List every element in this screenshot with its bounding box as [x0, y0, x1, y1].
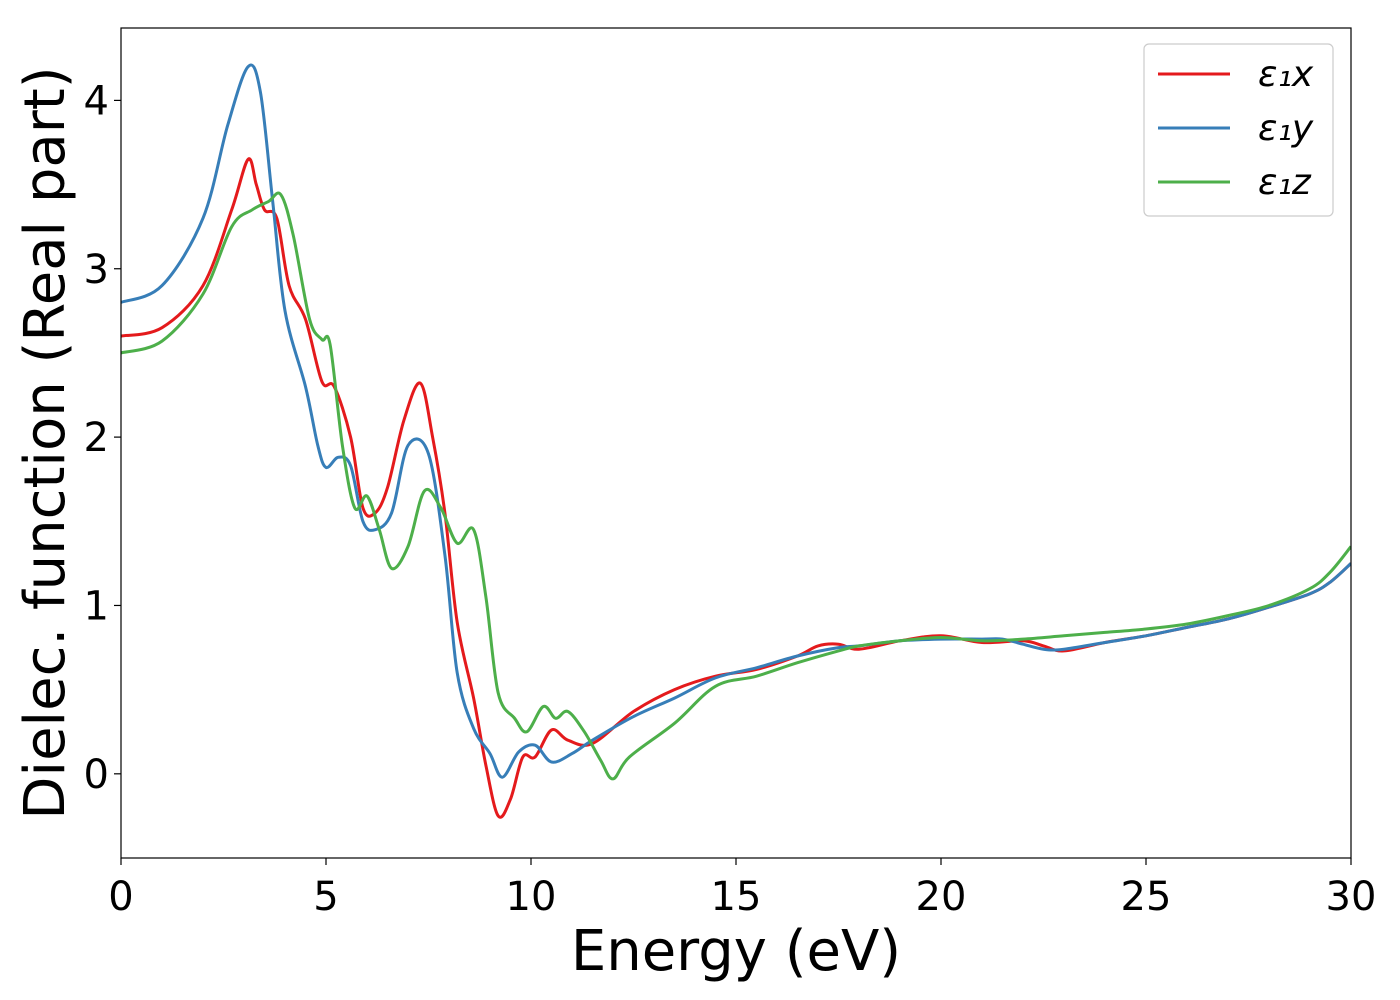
legend-label-1: ε₁y: [1258, 108, 1314, 149]
y-tick-label: 4: [84, 78, 109, 124]
x-axis-label: Energy (eV): [571, 919, 901, 984]
y-tick-label: 2: [84, 415, 109, 461]
x-tick-label: 20: [916, 874, 967, 920]
series-layer: [121, 63, 1351, 819]
y-tick-label: 1: [84, 583, 109, 629]
legend-label-2: ε₁z: [1258, 162, 1312, 203]
x-tick-label: 10: [506, 874, 557, 920]
x-tick-label: 5: [313, 874, 338, 920]
x-tick-label: 15: [711, 874, 762, 920]
y-axis-ticks: 0 1 2 3 4: [84, 78, 121, 798]
legend-box: [1143, 43, 1334, 217]
y-tick-label: 3: [84, 247, 109, 293]
series-line-2: [121, 191, 1351, 781]
x-tick-label: 25: [1121, 874, 1172, 920]
y-axis-label: Dielec. function (Real part): [13, 66, 78, 819]
series-line-0: [121, 157, 1351, 819]
x-axis-ticks: 0 5 10 15 20 25 30: [108, 858, 1376, 920]
legend-label-0: ε₁x: [1258, 54, 1314, 95]
series-line-1: [121, 63, 1351, 779]
y-tick-label: 0: [84, 752, 109, 798]
x-tick-label: 30: [1326, 874, 1377, 920]
legend: ε₁x ε₁y ε₁z: [1143, 43, 1334, 217]
x-tick-label: 0: [108, 874, 133, 920]
